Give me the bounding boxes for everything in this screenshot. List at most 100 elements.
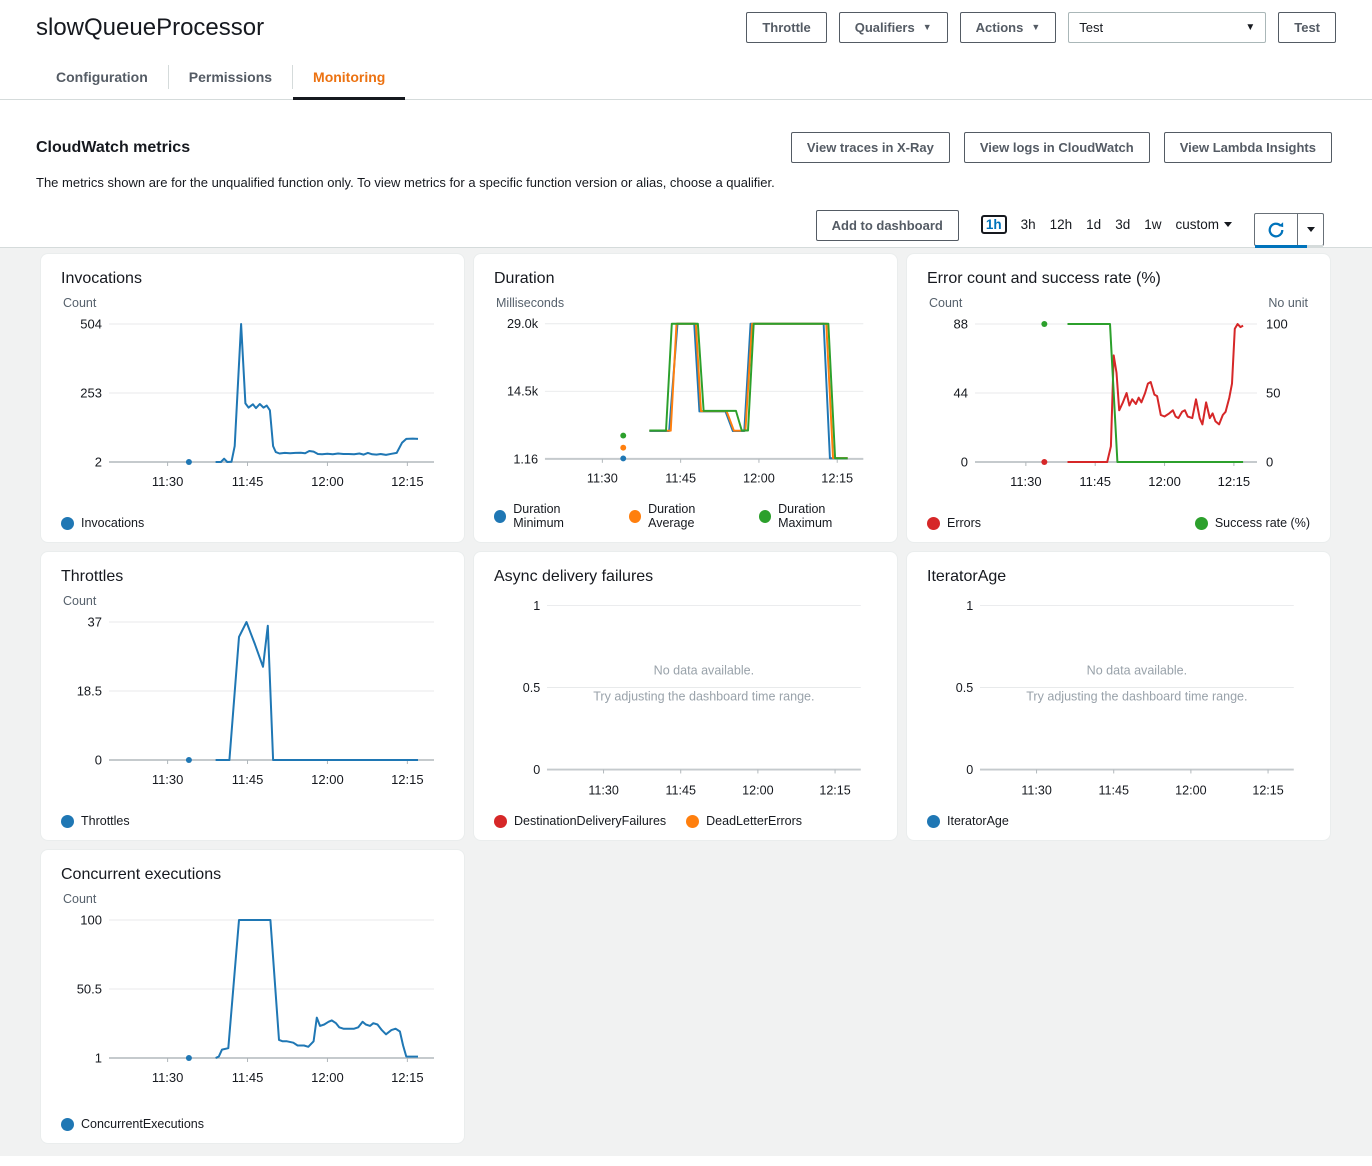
- no-data-hint: Try adjusting the dashboard time range.: [1026, 690, 1247, 704]
- chart-plot[interactable]: 29.0k 14.5k 1.16 11:30 11:45 12:00 12:15: [494, 310, 879, 502]
- legend-item[interactable]: Success rate (%): [1194, 516, 1310, 530]
- y-axis-tick-label: 44: [954, 386, 968, 401]
- x-axis-tick-label: 11:30: [1010, 474, 1042, 489]
- range-1d[interactable]: 1d: [1086, 217, 1102, 232]
- view-logs-button[interactable]: View logs in CloudWatch: [963, 132, 1150, 163]
- series-line-Success rate (%): [1067, 323, 1244, 463]
- y-axis-tick-label: 0: [95, 753, 102, 768]
- series-point-Invocations: [185, 459, 192, 465]
- legend-label: Duration Average: [648, 502, 696, 530]
- chart-legend: DestinationDeliveryFailures DeadLetterErr…: [494, 814, 877, 828]
- chart-title: Concurrent executions: [61, 866, 222, 883]
- y-axis-tick-label: 18.5: [77, 684, 102, 699]
- x-axis-tick-label: 11:45: [1098, 784, 1128, 798]
- tab-permissions[interactable]: Permissions: [188, 69, 273, 85]
- chart-title: Async delivery failures: [494, 568, 654, 585]
- series-line-Throttles: [215, 621, 418, 761]
- legend-item[interactable]: IteratorAge: [927, 814, 1009, 828]
- x-axis-tick-label: 12:00: [1148, 474, 1181, 489]
- no-data-message: No data available.: [654, 663, 754, 677]
- chart-title: Error count and success rate (%): [927, 270, 1161, 287]
- x-axis-tick-label: 12:15: [391, 772, 424, 787]
- actions-button[interactable]: Actions ▼: [959, 12, 1057, 43]
- refresh-icon: [1268, 221, 1284, 237]
- refresh-options-button[interactable]: [1297, 214, 1323, 245]
- legend-item[interactable]: Throttles: [61, 814, 130, 828]
- legend-chip: [927, 814, 940, 828]
- series-point-Success rate (%): [1041, 321, 1048, 327]
- add-to-dashboard-button[interactable]: Add to dashboard: [815, 210, 959, 241]
- view-insights-button[interactable]: View Lambda Insights: [1163, 132, 1332, 163]
- legend-label: Invocations: [81, 516, 145, 530]
- tab-configuration[interactable]: Configuration: [56, 69, 148, 85]
- legend-chip: [494, 814, 507, 828]
- legend-item[interactable]: Duration Maximum: [758, 502, 877, 530]
- x-axis-tick-label: 11:45: [232, 1070, 264, 1085]
- y-axis-right-tick-label: 0: [1266, 455, 1273, 470]
- y-axis-tick-label: 0.5: [523, 681, 540, 695]
- no-data-hint: Try adjusting the dashboard time range.: [593, 690, 814, 704]
- tab-monitoring[interactable]: Monitoring: [293, 59, 406, 100]
- legend-item[interactable]: DeadLetterErrors: [686, 814, 802, 828]
- y-axis-tick-label: 1: [533, 599, 540, 613]
- series-line-Invocations: [215, 323, 419, 463]
- x-axis-tick-label: 12:15: [1218, 474, 1251, 489]
- throttle-button[interactable]: Throttle: [746, 12, 827, 43]
- chart-title: Invocations: [61, 270, 142, 287]
- chart-plot[interactable]: 37 18.5 0 11:30 11:45 12:00 12:15: [61, 608, 446, 804]
- chart-plot[interactable]: 1 0.5 0 11:30 11:45 12:00 12:15 No data availab…: [927, 590, 1312, 814]
- legend-item[interactable]: Errors: [927, 516, 981, 530]
- x-axis-tick-label: 11:30: [152, 1070, 184, 1085]
- no-data-message: No data available.: [1087, 663, 1187, 677]
- y-axis-unit-label: Count: [929, 296, 963, 310]
- series-point-Duration Minimum: [620, 455, 627, 462]
- refresh-split-button: [1254, 213, 1324, 248]
- range-3d[interactable]: 3d: [1115, 217, 1131, 232]
- legend-item[interactable]: DestinationDeliveryFailures: [494, 814, 666, 828]
- range-1w[interactable]: 1w: [1144, 217, 1162, 232]
- x-axis-tick-label: 12:00: [742, 784, 773, 798]
- range-custom[interactable]: custom: [1175, 217, 1232, 232]
- dashboard-toolbar: Add to dashboard 1h 3h 12h 1d 3d 1w cust…: [0, 190, 1372, 248]
- y-axis-unit-label: Count: [63, 594, 97, 608]
- y-axis-tick-label: 1.16: [513, 451, 538, 466]
- series-line-ConcurrentExecutions: [215, 919, 418, 1059]
- x-axis-tick-label: 12:00: [1175, 784, 1206, 798]
- x-axis-tick-label: 11:45: [232, 772, 264, 787]
- view-traces-button[interactable]: View traces in X-Ray: [790, 132, 950, 163]
- metrics-header: CloudWatch metrics View traces in X-Ray …: [0, 100, 1372, 163]
- y-axis-tick-label: 0: [966, 763, 973, 777]
- chart-plot[interactable]: 100 50.5 1 11:30 11:45 12:00 12:15: [61, 906, 446, 1102]
- metric-card-async-delivery-failures: Async delivery failures 1 0.5 0 11:30 11:45 1…: [473, 551, 898, 841]
- y-axis-tick-label: 50.5: [77, 982, 102, 997]
- series-point-Duration Maximum: [620, 432, 627, 439]
- y-axis-tick-label: 0: [961, 455, 968, 470]
- legend-item[interactable]: Invocations: [61, 516, 144, 530]
- range-12h[interactable]: 12h: [1049, 217, 1073, 232]
- range-1h[interactable]: 1h: [980, 215, 1007, 234]
- y-axis-tick-label: 88: [954, 317, 968, 332]
- range-3h[interactable]: 3h: [1020, 217, 1036, 232]
- series-point-Errors: [1041, 459, 1048, 465]
- caret-down-icon: ▼: [1245, 21, 1256, 33]
- x-axis-tick-label: 12:15: [391, 1070, 424, 1085]
- legend-chip: [61, 516, 74, 530]
- chart-plot[interactable]: 88 44 0 100 50 0 11:30 11:45 12:00 12:15: [927, 310, 1312, 506]
- qualifiers-button[interactable]: Qualifiers ▼: [838, 12, 948, 43]
- legend-chip: [628, 509, 642, 523]
- chart-plot[interactable]: 504 253 2 11:30 11:45 12:00 12:15: [61, 310, 446, 506]
- legend-item[interactable]: ConcurrentExecutions: [61, 1117, 204, 1131]
- legend-chip: [61, 1117, 74, 1131]
- y-axis-right-unit-label: No unit: [1268, 296, 1308, 310]
- y-axis-tick-label: 100: [80, 913, 102, 928]
- test-button[interactable]: Test: [1278, 12, 1336, 43]
- chart-title: IteratorAge: [927, 568, 1007, 585]
- chart-plot[interactable]: 1 0.5 0 11:30 11:45 12:00 12:15 No data availab…: [494, 590, 879, 814]
- refresh-button[interactable]: [1255, 214, 1297, 245]
- legend-item[interactable]: Duration Average: [628, 502, 739, 530]
- chart-title: Duration: [494, 270, 555, 287]
- test-event-select[interactable]: Test ▼: [1068, 12, 1267, 43]
- legend-item[interactable]: Duration Minimum: [494, 502, 609, 530]
- y-axis-tick-label: 0: [533, 763, 540, 777]
- legend-chip: [758, 509, 772, 523]
